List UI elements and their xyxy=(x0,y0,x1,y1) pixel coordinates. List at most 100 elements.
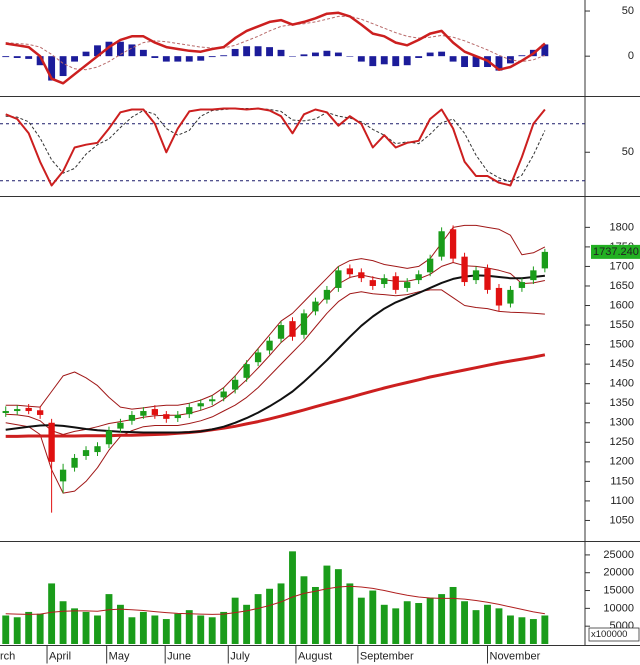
bar xyxy=(25,56,33,59)
candle-body xyxy=(231,379,239,390)
bar xyxy=(151,56,159,58)
candle-body xyxy=(163,414,170,419)
bar xyxy=(472,610,480,644)
bar xyxy=(185,610,193,644)
y-tick-label: 1450 xyxy=(610,358,634,370)
bar xyxy=(300,54,308,57)
bar xyxy=(71,56,78,62)
candle-body xyxy=(392,276,399,290)
line xyxy=(5,353,546,438)
bar xyxy=(495,608,503,644)
bar xyxy=(59,56,67,77)
candle-body xyxy=(426,258,434,273)
bar xyxy=(13,617,21,644)
bar xyxy=(541,615,549,644)
bar xyxy=(94,45,101,57)
bar xyxy=(128,617,136,644)
bar xyxy=(438,51,446,57)
candle-body xyxy=(484,268,491,290)
bar xyxy=(231,48,239,57)
bar xyxy=(323,565,331,644)
y-tick-label: 1650 xyxy=(610,280,634,292)
candle-body xyxy=(220,391,227,398)
line xyxy=(5,107,546,187)
candle-body xyxy=(36,410,44,415)
y-tick-label: 10000 xyxy=(603,602,634,614)
bar xyxy=(231,597,239,644)
bar xyxy=(174,613,182,644)
candle-body xyxy=(117,422,124,429)
candle-body xyxy=(266,340,273,351)
bar xyxy=(449,586,457,644)
x-tick-label: August xyxy=(298,650,332,662)
last-price-box xyxy=(591,244,640,259)
candle-body xyxy=(25,407,32,412)
bar xyxy=(139,49,147,57)
candle-body xyxy=(94,446,101,453)
candle-body xyxy=(518,282,526,288)
dashed-line xyxy=(5,108,546,183)
bar xyxy=(162,56,170,62)
bar xyxy=(334,52,342,57)
bar xyxy=(185,56,193,62)
candle-body xyxy=(438,231,445,257)
y-tick-label: 1200 xyxy=(610,456,634,468)
y-tick-label: 1500 xyxy=(610,339,634,351)
unit-label: x100000 xyxy=(591,629,627,640)
candle-body xyxy=(128,414,136,421)
bar xyxy=(541,44,549,57)
bar xyxy=(346,56,354,57)
candle-body xyxy=(289,321,296,337)
bar xyxy=(254,594,262,644)
bar xyxy=(48,583,56,644)
bar xyxy=(403,56,411,66)
line xyxy=(5,262,546,435)
y-tick-label: 50 xyxy=(622,5,634,17)
line xyxy=(5,11,546,85)
bar xyxy=(151,615,159,644)
bar xyxy=(289,551,296,644)
candle-body xyxy=(323,289,331,300)
line xyxy=(5,289,545,494)
y-tick-label: 15000 xyxy=(603,584,634,596)
bar xyxy=(484,604,491,644)
bar xyxy=(243,46,251,57)
bar xyxy=(426,52,434,57)
candle-body xyxy=(415,274,422,281)
candle-body xyxy=(197,403,204,407)
bar xyxy=(289,56,296,57)
bar xyxy=(36,613,44,644)
line xyxy=(5,274,546,434)
candle-body xyxy=(186,407,193,415)
bar xyxy=(392,608,400,644)
candle-body xyxy=(2,411,9,413)
x-tick-label: September xyxy=(360,650,414,662)
candle-body xyxy=(541,251,549,269)
bar xyxy=(529,619,537,644)
bar xyxy=(254,46,262,57)
bar xyxy=(438,594,446,644)
x-tick-label: April xyxy=(49,650,71,662)
bar xyxy=(277,49,285,57)
bar xyxy=(461,601,468,644)
y-tick-label: 1550 xyxy=(610,319,634,331)
candle-body xyxy=(82,450,90,456)
bar xyxy=(380,604,388,644)
bar xyxy=(392,56,400,67)
bar xyxy=(105,41,113,57)
line xyxy=(5,585,545,615)
candle-body xyxy=(140,411,147,416)
y-tick-label: 20000 xyxy=(603,567,634,579)
bar xyxy=(312,52,319,57)
candle-body xyxy=(346,268,354,275)
bar xyxy=(380,56,388,65)
bar xyxy=(495,56,503,71)
bar xyxy=(139,611,147,644)
y-tick-label: 1600 xyxy=(610,299,634,311)
bar xyxy=(2,615,10,644)
y-tick-label: 1100 xyxy=(610,495,634,507)
y-tick-label: 1300 xyxy=(610,417,634,429)
bar xyxy=(369,590,377,644)
bar xyxy=(518,617,526,644)
